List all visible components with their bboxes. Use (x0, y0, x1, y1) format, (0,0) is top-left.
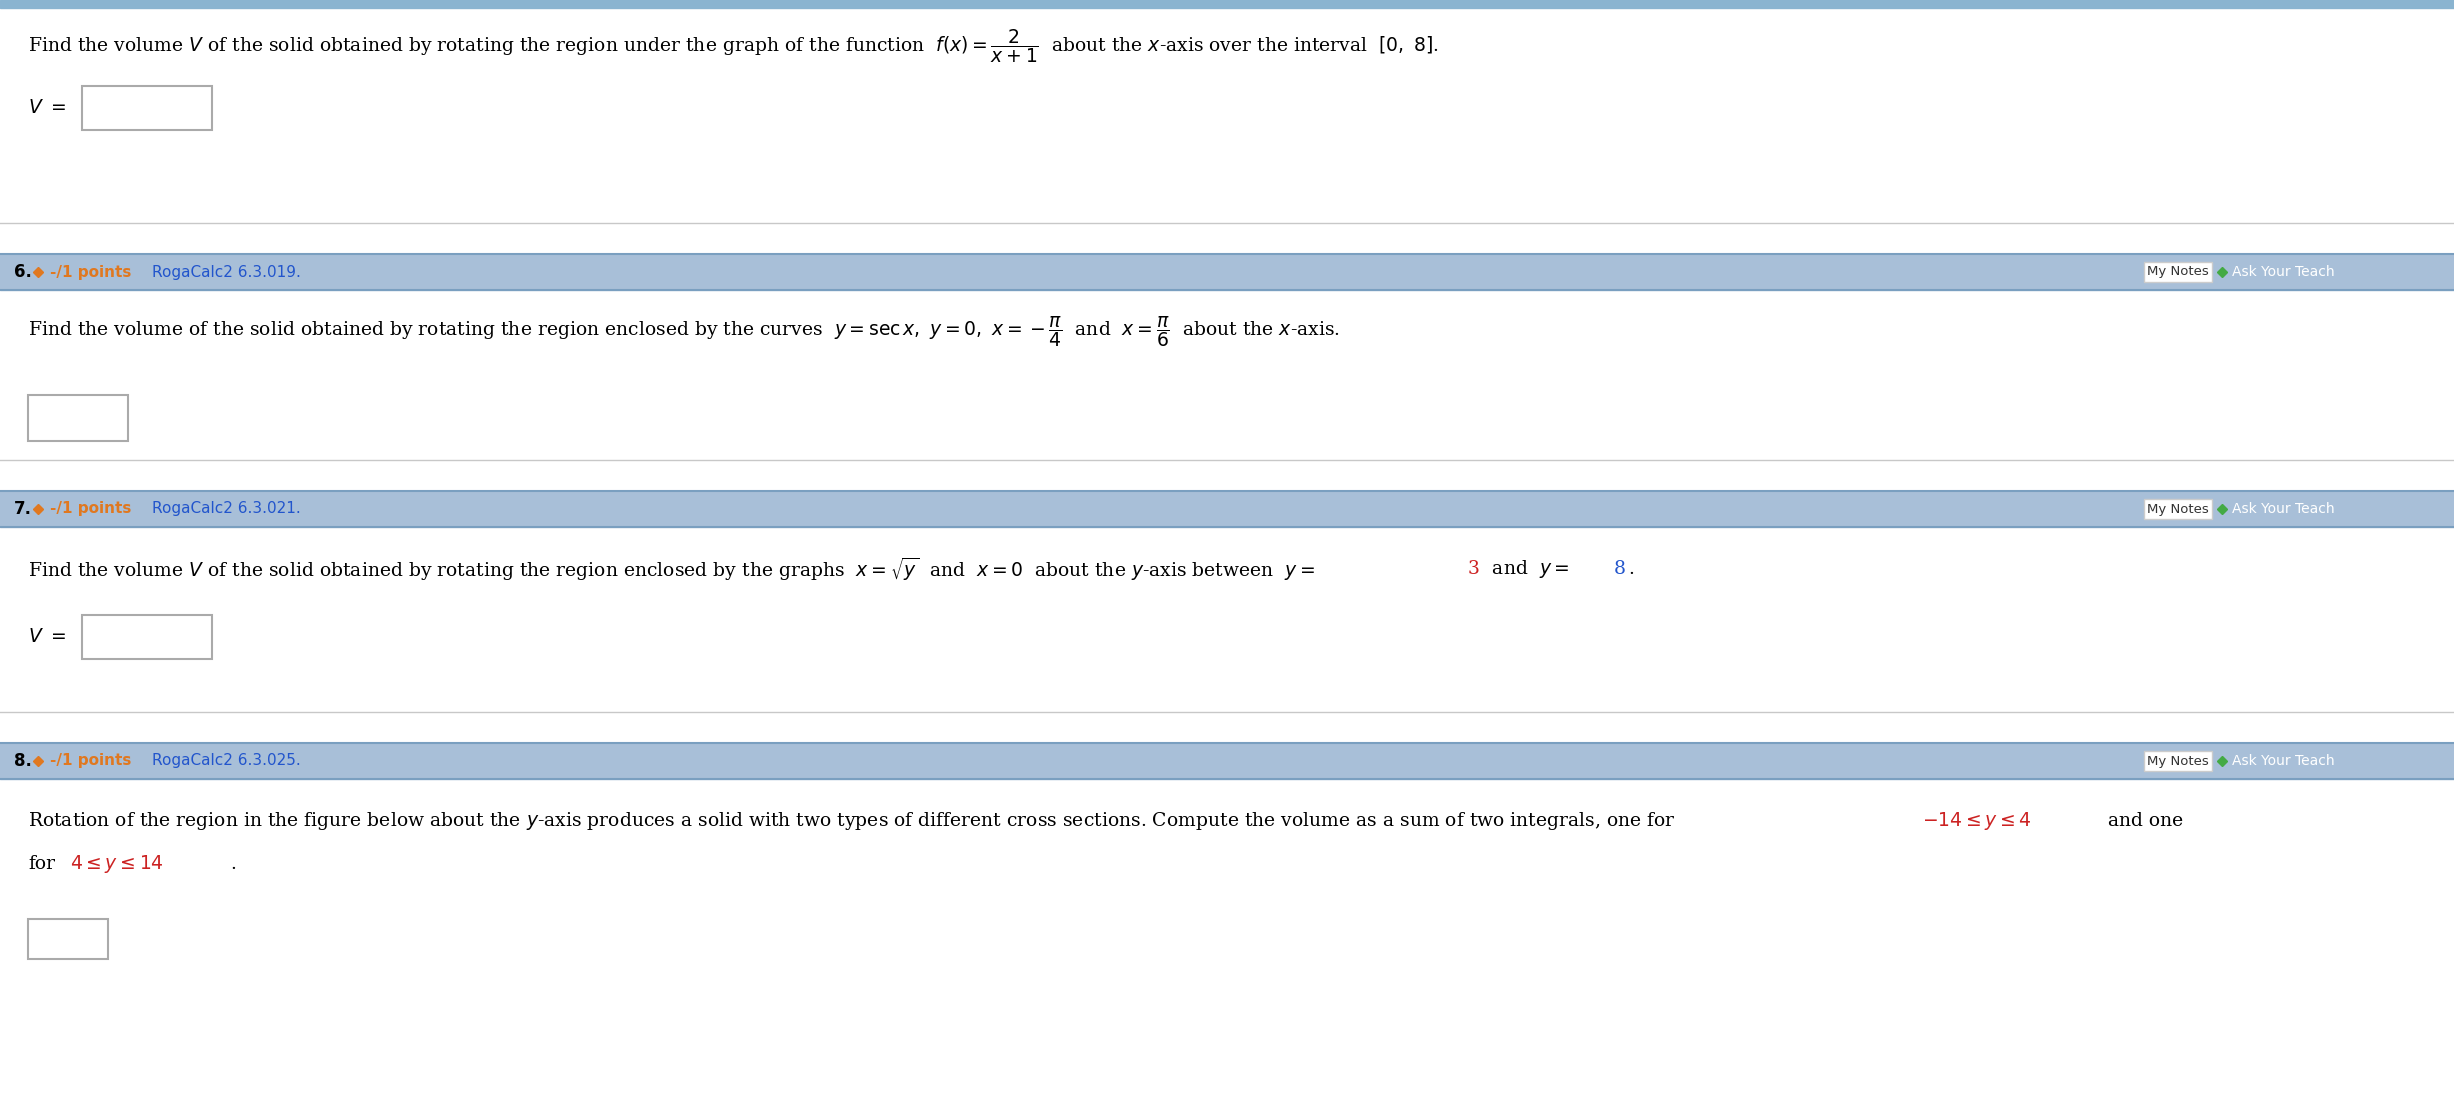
Bar (27, 919, 108, 959)
Text: 8: 8 (1615, 560, 1627, 578)
Text: My Notes: My Notes (2147, 266, 2209, 279)
Bar (0, 743, 2454, 778)
Text: $V\ =$: $V\ =$ (27, 628, 66, 646)
Text: and  $y = $: and $y = $ (1487, 558, 1571, 580)
Text: and one: and one (2108, 813, 2184, 830)
Text: .: . (1627, 560, 1634, 578)
Text: -/1 points: -/1 points (49, 753, 133, 769)
Text: $-14 \leq y \leq 4$: $-14 \leq y \leq 4$ (1921, 810, 2032, 832)
Text: Ask Your Teach: Ask Your Teach (2233, 265, 2334, 279)
Bar (2145, 262, 2211, 282)
Text: 8.: 8. (15, 752, 32, 770)
Text: $4 \leq y \leq 14$: $4 \leq y \leq 14$ (71, 853, 164, 875)
Text: .: . (231, 855, 236, 873)
Bar (0, 8, 2454, 223)
Bar (0, 254, 2454, 290)
Text: Ask Your Teach: Ask Your Teach (2233, 754, 2334, 768)
Text: Find the volume of the solid obtained by rotating the region enclosed by the cur: Find the volume of the solid obtained by… (27, 314, 1340, 349)
Bar (0, 290, 2454, 460)
Text: 7.: 7. (15, 500, 32, 518)
Text: RogaCalc2 6.3.021.: RogaCalc2 6.3.021. (152, 502, 302, 516)
Text: RogaCalc2 6.3.019.: RogaCalc2 6.3.019. (152, 265, 302, 280)
Text: My Notes: My Notes (2147, 754, 2209, 768)
Bar (0, 491, 2454, 527)
Text: My Notes: My Notes (2147, 503, 2209, 515)
Text: Rotation of the region in the figure below about the $y$-axis produces a solid w: Rotation of the region in the figure bel… (27, 810, 1676, 832)
Bar (0, 778, 2454, 1098)
Bar (27, 395, 128, 441)
Text: for: for (27, 855, 54, 873)
Text: 3: 3 (1467, 560, 1480, 578)
Text: -/1 points: -/1 points (49, 265, 133, 280)
Text: RogaCalc2 6.3.025.: RogaCalc2 6.3.025. (152, 753, 302, 769)
Bar (0, 527, 2454, 712)
Bar (2145, 498, 2211, 519)
Text: -/1 points: -/1 points (49, 502, 133, 516)
Text: Find the volume $V$ of the solid obtained by rotating the region enclosed by the: Find the volume $V$ of the solid obtaine… (27, 556, 1315, 583)
Text: 6.: 6. (15, 264, 32, 281)
Bar (81, 86, 211, 130)
Text: Ask Your Teach: Ask Your Teach (2233, 502, 2334, 516)
Text: Find the volume $V$ of the solid obtained by rotating the region under the graph: Find the volume $V$ of the solid obtaine… (27, 27, 1438, 65)
Bar (0, 0, 2454, 8)
Bar (2145, 751, 2211, 771)
Text: $V\ =$: $V\ =$ (27, 99, 66, 117)
Bar (81, 615, 211, 659)
